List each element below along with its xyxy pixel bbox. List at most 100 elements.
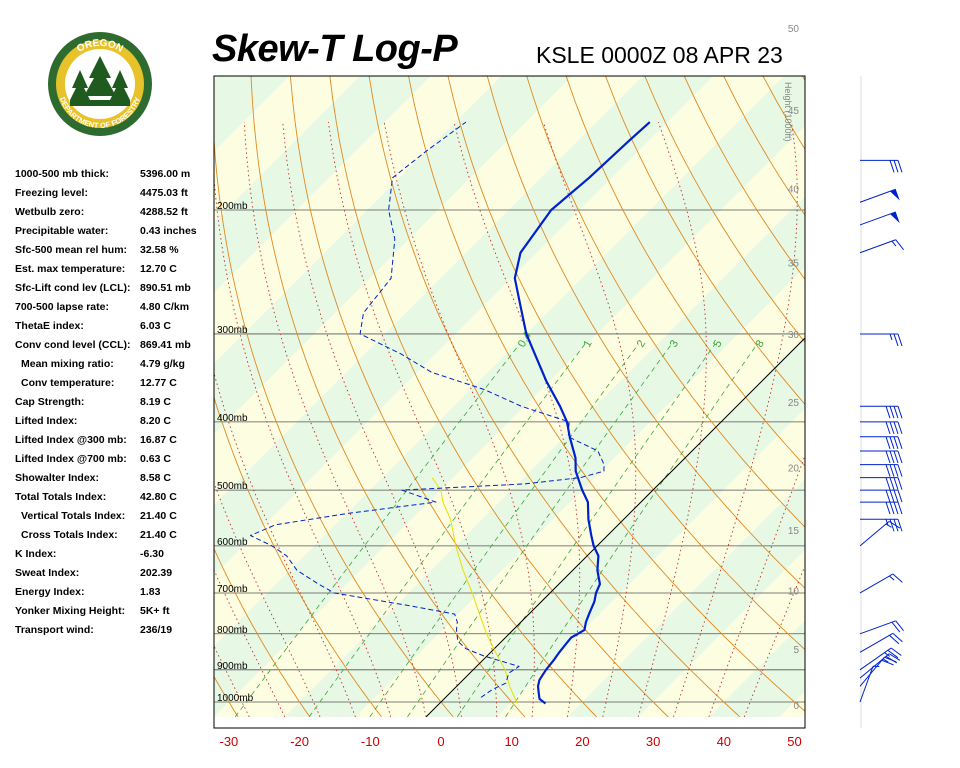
stat-value: 12.70 C	[140, 263, 177, 275]
stat-label: Energy Index:	[15, 586, 85, 598]
wind-barb-flag	[897, 421, 903, 435]
mixing-ratio-label: 3	[668, 338, 681, 349]
dry-adiabat-line	[250, 76, 526, 718]
stat-label: Wetbulb zero:	[15, 206, 85, 218]
x-tick-label: -20	[290, 734, 309, 749]
mixing-ratio-label: 5	[711, 338, 724, 349]
stat-label: Conv cond level (CCL):	[15, 339, 131, 351]
wind-barb-flag	[893, 406, 899, 419]
pressure-label: 600mb	[217, 537, 248, 548]
wind-barb-flag	[885, 464, 891, 477]
wind-barb-half-flag	[882, 658, 889, 663]
wind-barb-flag	[885, 406, 891, 419]
wind-barb-flag	[892, 632, 903, 643]
isotherm-band	[284, 196, 805, 717]
dry-adiabat-line	[873, 0, 960, 717]
stat-label: ThetaE index:	[15, 320, 84, 332]
stat-label: Cap Strength:	[15, 396, 85, 408]
wind-barb-flag	[893, 489, 899, 503]
dry-adiabat-line	[946, 0, 960, 717]
stat-label: Lifted Index @300 mb:	[15, 434, 127, 446]
wind-barb-flag	[893, 477, 899, 490]
stat-label: Yonker Mixing Height:	[15, 605, 126, 617]
wind-barb-half-flag	[889, 575, 895, 581]
wind-barb	[859, 188, 900, 203]
wind-barb	[859, 620, 904, 635]
wind-barb	[860, 421, 903, 435]
dry-adiabat-line	[368, 76, 741, 718]
height-tick-label: 20	[788, 463, 800, 474]
wind-barb-flag	[885, 436, 891, 449]
dry-adiabat-line	[526, 76, 805, 528]
wind-barb-shaft	[859, 211, 896, 226]
dry-adiabat-line	[565, 76, 805, 467]
wind-barb-half-flag	[884, 652, 890, 657]
wind-barb-flag	[885, 501, 891, 515]
stat-label: Vertical Totals Index:	[21, 510, 126, 522]
wind-barb	[860, 464, 903, 477]
oregon-forestry-logo-icon: OREGON DEPARTMENT OF FORESTRY	[48, 32, 152, 136]
wind-barb-flag	[889, 436, 895, 449]
chart-title: Skew-T Log-P	[212, 28, 458, 70]
dry-adiabat-line	[214, 132, 454, 718]
isotherm-band	[214, 76, 714, 576]
pressure-label: 300mb	[217, 325, 248, 336]
wind-barb-flag	[893, 519, 899, 532]
stat-value: 32.58 %	[140, 244, 179, 256]
dry-adiabat-line	[910, 0, 960, 717]
mixing-ratio-line	[234, 343, 520, 718]
wind-barb-flag	[889, 501, 895, 515]
height-tick-label: 0	[793, 701, 799, 712]
wind-barb	[859, 647, 902, 671]
moist-adiabat-line	[243, 122, 427, 717]
wind-barb-flag	[897, 450, 903, 464]
stat-label: Sweat Index:	[15, 567, 80, 579]
wind-barb-flag	[897, 160, 903, 173]
stat-value: 4288.52 ft	[140, 206, 188, 218]
wind-barb	[859, 573, 903, 594]
wind-barb	[860, 477, 903, 490]
wind-barb-flag	[881, 659, 894, 666]
wind-barb-pennant	[890, 211, 900, 224]
wind-barb-flag	[897, 333, 903, 347]
dry-adiabat-line	[644, 76, 805, 343]
logo-top-text: OREGON	[75, 38, 125, 55]
wind-barb	[860, 405, 903, 419]
stat-label: Sfc-500 mean rel hum:	[15, 244, 128, 256]
wind-barb-flag	[897, 519, 903, 532]
wind-barb-flag	[890, 647, 902, 656]
stat-value: -6.30	[140, 548, 164, 560]
wind-barb-flag	[888, 653, 901, 661]
wind-barb-flag	[889, 519, 895, 532]
isotherm-band	[496, 408, 805, 717]
wind-barb-shaft	[859, 573, 894, 594]
stat-label: Mean mixing ratio:	[21, 358, 114, 370]
stat-value: 8.58 C	[140, 472, 171, 484]
wind-barb	[859, 656, 897, 687]
wind-barb-shaft	[859, 620, 896, 635]
wind-barb-flag	[885, 477, 891, 490]
stat-label: Freezing level:	[15, 187, 88, 199]
wind-barb-flag	[897, 406, 903, 419]
mixing-ratio-line	[407, 343, 672, 718]
stat-value: 8.20 C	[140, 415, 171, 427]
height-axis-label: Height (1000ft)	[783, 82, 793, 142]
stat-label: Sfc-Lift cond lev (LCL):	[15, 282, 131, 294]
moist-adiabat-line	[708, 454, 805, 718]
wind-barb	[860, 489, 903, 503]
isotherm-band	[567, 479, 805, 717]
wind-barb-flag	[889, 477, 895, 490]
wind-barb-flag	[892, 573, 903, 583]
mixing-ratio-line	[505, 343, 758, 718]
wind-barb-shaft	[859, 521, 890, 547]
isotherm-band	[0, 0, 226, 717]
stat-value: 4475.03 ft	[140, 187, 188, 199]
pressure-label: 1000mb	[217, 693, 254, 704]
x-tick-label: -30	[220, 734, 239, 749]
pressure-label: 800mb	[217, 625, 248, 636]
wind-barb-shaft	[859, 656, 885, 687]
wind-barb-flag	[889, 406, 895, 419]
moist-adiabat-line	[214, 715, 215, 717]
svg-text:OREGON: OREGON	[75, 38, 125, 55]
isotherm-band	[779, 691, 805, 717]
